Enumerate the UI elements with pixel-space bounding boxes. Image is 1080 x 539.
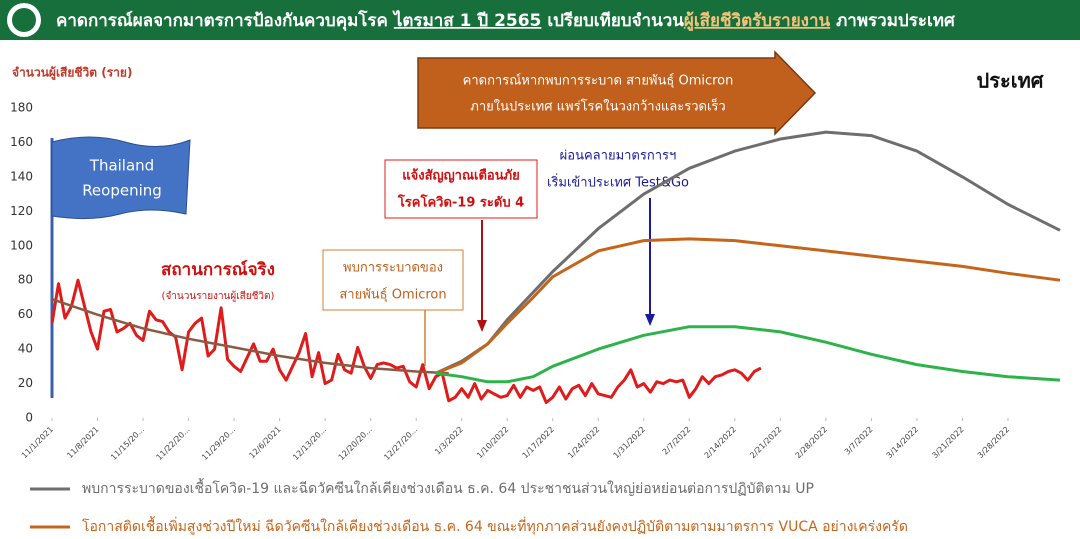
series-line <box>435 237 1061 375</box>
x-tick-label: 12/20/20... <box>337 425 374 462</box>
x-tick-label: 1/24/2022 <box>566 425 601 460</box>
y-tick-label: 80 <box>18 273 33 287</box>
x-tick-label: 1/31/2022 <box>612 425 647 460</box>
relax-arrow-head <box>645 314 655 326</box>
legend-label: พบการระบาดของเชื้อโควิด-19 และฉีดวัคซีนใ… <box>82 478 814 497</box>
alert-box <box>384 159 538 219</box>
x-tick-label: 2/21/2022 <box>748 425 783 460</box>
actual-label: สถานการณ์จริง <box>161 259 275 280</box>
forecast-text: ภายในประเทศ แพร่โรคในวงกว้างและรวดเร็ว <box>470 97 725 115</box>
y-tick-label: 0 <box>25 411 33 425</box>
omicron-box <box>322 249 464 311</box>
title-part: ภาพรวมประเทศ <box>836 11 956 31</box>
x-tick-label: 11/8/2021 <box>65 425 100 460</box>
series-line <box>50 278 762 404</box>
title-part: เปรียบเทียบจำนวน <box>547 10 684 31</box>
logo-inner <box>12 8 36 32</box>
series-line <box>435 325 1061 384</box>
forecast-text: คาดการณ์หากพบการระบาด สายพันธุ์ Omicron <box>463 73 734 89</box>
y-tick-label: 20 <box>18 376 33 390</box>
relax-text: ผ่อนคลายมาตรการฯ <box>560 149 677 164</box>
flag <box>51 136 191 220</box>
y-tick-label: 40 <box>18 342 33 356</box>
x-tick-label: 11/1/2021 <box>20 425 55 460</box>
x-tick-label: 12/27/20... <box>382 425 419 462</box>
x-tick-label: 1/3/2022 <box>433 425 465 457</box>
x-tick-label: 3/28/2022 <box>976 425 1011 460</box>
x-tick-label: 1/10/2022 <box>475 425 510 460</box>
actual-sublabel: (จำนวนรายงานผู้เสียชีวิต) <box>162 290 275 302</box>
x-tick-label: 11/22/20... <box>155 425 192 462</box>
x-tick-label: 3/14/2022 <box>885 425 920 460</box>
series-line <box>435 130 1061 375</box>
legend-label: โอกาสติดเชื้อเพิ่มสูงช่วงปีใหม่ ฉีดวัคซี… <box>82 516 908 535</box>
x-tick-label: 12/13/20... <box>291 425 328 462</box>
omicron-text: พบการระบาดของ <box>343 261 443 276</box>
title-part: ผู้เสียชีวิตรับรายงาน <box>684 10 831 32</box>
omicron-text: สายพันธุ์ Omicron <box>339 287 446 303</box>
x-tick-label: 3/21/2022 <box>930 425 965 460</box>
y-tick-label: 60 <box>18 307 33 321</box>
y-tick-label: 160 <box>10 135 33 149</box>
x-tick-label: 2/28/2022 <box>794 425 829 460</box>
y-tick-label: 100 <box>10 238 33 252</box>
x-tick-label: 2/14/2022 <box>703 425 738 460</box>
flag-text: Thailand <box>89 157 154 175</box>
y-tick-label: 180 <box>10 101 33 115</box>
alert-text: แจ้งสัญญาณเตือนภัย <box>402 168 520 184</box>
region-label: ประเทศ <box>977 69 1045 93</box>
y-tick-label: 140 <box>10 169 33 183</box>
x-tick-label: 2/7/2022 <box>661 425 693 457</box>
header-bar <box>0 0 1080 40</box>
x-tick-label: 12/6/2021 <box>247 425 282 460</box>
relax-text: เริ่มเข้าประเทศ Test&Go <box>547 174 689 191</box>
title-part: คาดการณ์ผลจากมาตรการป้องกันควบคุมโรค <box>56 10 388 31</box>
x-tick-label: 1/17/2022 <box>521 425 556 460</box>
forecast-arrow <box>417 50 817 136</box>
x-tick-label: 11/15/20... <box>109 425 146 462</box>
alert-text: โรคโควิด-19 ระดับ 4 <box>397 194 524 211</box>
x-tick-label: 3/7/2022 <box>843 425 875 457</box>
y-axis-label: จำนวนผู้เสียชีวิต (ราย) <box>12 66 132 81</box>
series-line <box>51 298 449 375</box>
x-tick-label: 11/29/20... <box>200 425 237 462</box>
alert-arrow-head <box>477 320 487 332</box>
header-title: คาดการณ์ผลจากมาตรการป้องกันควบคุมโรค ไตร… <box>56 10 956 32</box>
flag-text: Reopening <box>82 182 162 200</box>
y-tick-label: 120 <box>10 204 33 218</box>
title-part: ไตรมาส 1 ปี 2565 <box>392 10 542 31</box>
